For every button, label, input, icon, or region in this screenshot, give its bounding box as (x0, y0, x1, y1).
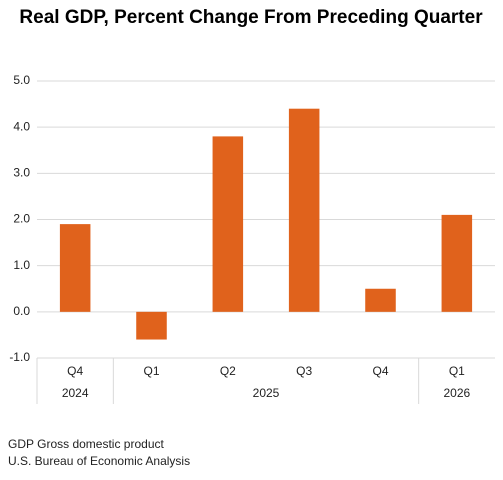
bar (59, 224, 91, 312)
y-tick-label: 1.0 (13, 258, 30, 272)
bar (136, 311, 167, 340)
bar (441, 214, 473, 312)
y-tick-label: 0.0 (13, 304, 30, 318)
x-tick-label: Q2 (220, 364, 236, 378)
year-label: 2025 (253, 386, 280, 400)
y-tick-label: -1.0 (9, 350, 30, 364)
chart-title: Real GDP, Percent Change From Preceding … (19, 7, 483, 28)
bar (288, 108, 320, 312)
bar (365, 288, 396, 312)
bar (212, 136, 244, 312)
y-tick-label: 3.0 (13, 166, 30, 180)
year-label: 2026 (443, 386, 470, 400)
year-label: 2024 (62, 386, 89, 400)
x-tick-label: Q1 (143, 364, 159, 378)
y-tick-label: 2.0 (13, 212, 30, 226)
source: U.S. Bureau of Economic Analysis (8, 454, 190, 468)
x-tick-label: Q3 (296, 364, 312, 378)
x-tick-label: Q4 (67, 364, 83, 378)
x-tick-label: Q1 (449, 364, 465, 378)
note: GDP Gross domestic product (8, 437, 165, 451)
x-tick-label: Q4 (372, 364, 388, 378)
y-tick-label: 4.0 (13, 119, 30, 133)
y-tick-label: 5.0 (13, 73, 30, 87)
